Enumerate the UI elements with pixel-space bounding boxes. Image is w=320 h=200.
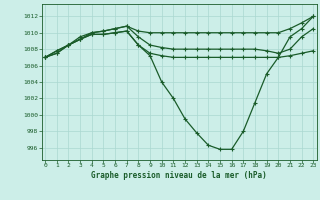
X-axis label: Graphe pression niveau de la mer (hPa): Graphe pression niveau de la mer (hPa) (91, 171, 267, 180)
